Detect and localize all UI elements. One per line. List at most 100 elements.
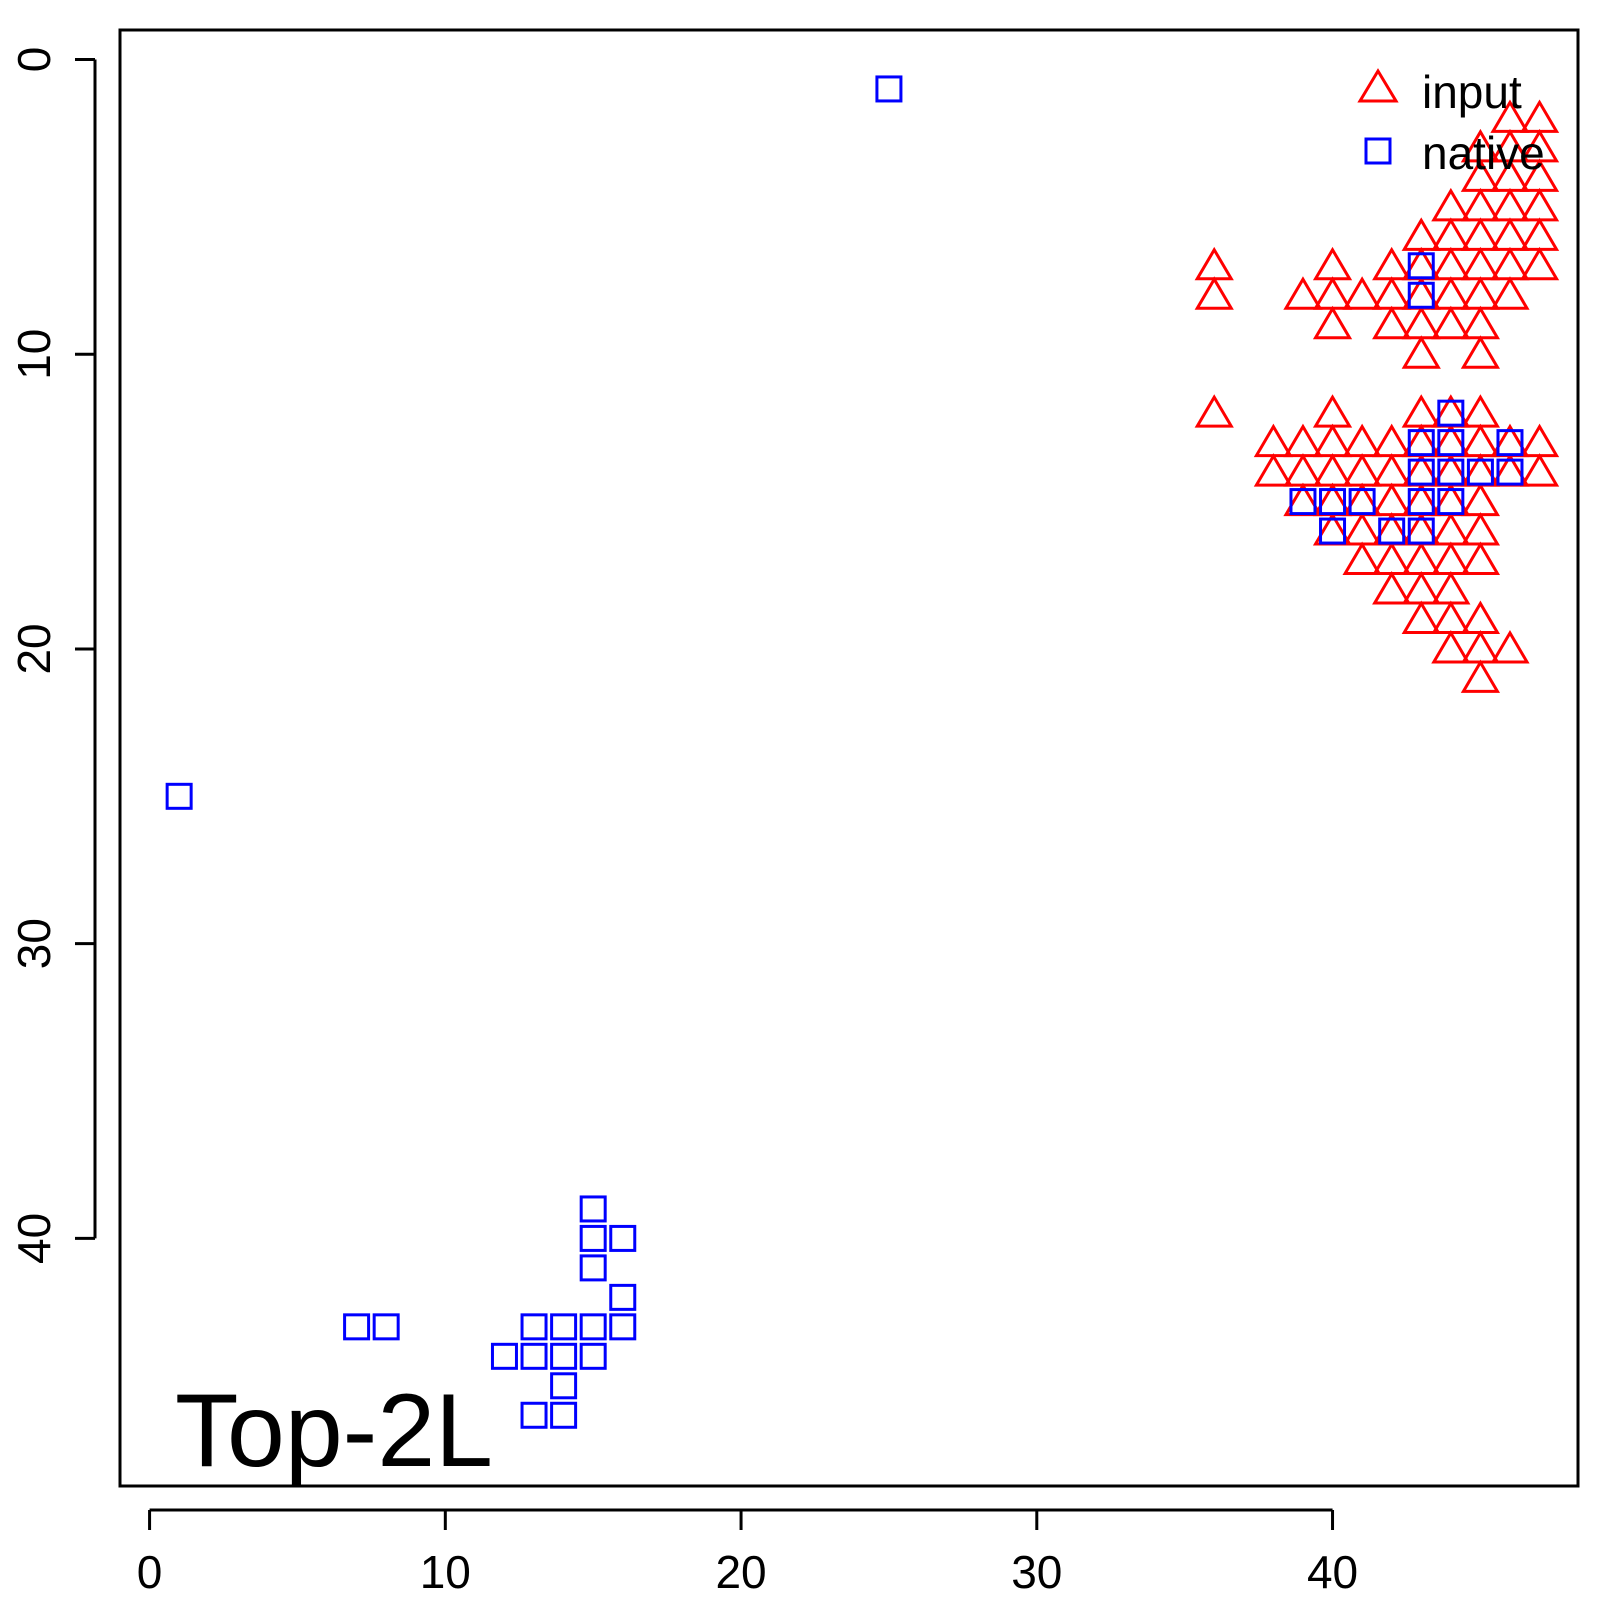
- point-input: [1490, 187, 1530, 222]
- point-input: [1312, 276, 1353, 310]
- point-native: [1348, 488, 1376, 516]
- point-input: [1401, 305, 1441, 340]
- point-native: [520, 1342, 548, 1370]
- point-input: [1401, 217, 1441, 251]
- x-tick-label: 10: [420, 1546, 471, 1598]
- point-input: [1460, 600, 1501, 634]
- point-native: [1407, 252, 1435, 280]
- point-native: [1437, 458, 1465, 486]
- point-input: [1460, 659, 1501, 693]
- point-native: [1437, 488, 1465, 516]
- point-input: [1431, 541, 1471, 576]
- point-native: [579, 1195, 607, 1223]
- point-native: [579, 1254, 607, 1282]
- point-input: [1342, 276, 1382, 310]
- plot-frame: [118, 28, 1580, 1488]
- point-input: [1372, 571, 1412, 605]
- point-native: [520, 1401, 548, 1429]
- legend-input-marker: [1357, 68, 1399, 103]
- point-input: [1460, 246, 1501, 281]
- point-input: [1372, 305, 1412, 340]
- y-tick-label: 10: [8, 329, 60, 380]
- point-native: [609, 1313, 637, 1341]
- point-input: [1460, 335, 1501, 369]
- point-input: [1253, 453, 1294, 487]
- point-native: [1437, 399, 1465, 427]
- point-input: [1312, 305, 1353, 340]
- y-tick-label: 40: [8, 1213, 60, 1264]
- point-input: [1283, 276, 1323, 310]
- point-native: [1496, 458, 1524, 486]
- point-input: [1312, 453, 1353, 487]
- series-native: [165, 75, 1524, 1429]
- point-input: [1253, 423, 1294, 458]
- x-tick-label: 30: [1011, 1546, 1062, 1598]
- point-input: [1372, 453, 1412, 487]
- point-input: [1519, 217, 1560, 251]
- point-native: [1407, 517, 1435, 545]
- point-input: [1401, 541, 1441, 576]
- point-native: [520, 1313, 548, 1341]
- point-native: [550, 1342, 578, 1370]
- point-native: [579, 1342, 607, 1370]
- point-input: [1460, 394, 1501, 428]
- point-input: [1460, 482, 1501, 517]
- point-input: [1490, 276, 1530, 310]
- point-native: [550, 1401, 578, 1429]
- point-native: [1466, 458, 1494, 486]
- point-input: [1431, 571, 1471, 605]
- point-input: [1342, 512, 1382, 546]
- point-native: [1319, 488, 1347, 516]
- point-input: [1431, 629, 1471, 664]
- point-input: [1460, 217, 1501, 251]
- point-input: [1490, 629, 1530, 664]
- point-input: [1460, 305, 1501, 340]
- point-input: [1312, 423, 1353, 458]
- point-native: [1407, 281, 1435, 309]
- point-input: [1401, 335, 1441, 369]
- point-input: [1283, 423, 1323, 458]
- point-input: [1431, 217, 1471, 251]
- legend-native-marker: [1364, 137, 1392, 165]
- point-input: [1194, 394, 1234, 428]
- point-native: [1319, 517, 1347, 545]
- point-input: [1460, 423, 1501, 458]
- point-input: [1460, 512, 1501, 546]
- point-native: [1289, 488, 1317, 516]
- data-points: [165, 75, 1560, 1429]
- point-native: [579, 1224, 607, 1252]
- point-input: [1372, 276, 1412, 310]
- point-native: [343, 1313, 371, 1341]
- x-tick-label: 40: [1307, 1546, 1358, 1598]
- point-input: [1431, 276, 1471, 310]
- point-native: [1407, 458, 1435, 486]
- legend-native-label: native: [1422, 127, 1545, 179]
- point-native: [1437, 429, 1465, 457]
- point-input: [1519, 246, 1560, 281]
- y-tick-label: 20: [8, 623, 60, 674]
- point-input: [1431, 246, 1471, 281]
- point-native: [1407, 488, 1435, 516]
- point-input: [1519, 453, 1560, 487]
- point-native: [579, 1313, 607, 1341]
- point-input: [1342, 423, 1382, 458]
- point-input: [1372, 246, 1412, 281]
- legend-input-label: input: [1422, 66, 1522, 118]
- point-input: [1431, 600, 1471, 634]
- point-native: [165, 782, 193, 810]
- x-tick-label: 20: [715, 1546, 766, 1598]
- point-input: [1431, 305, 1471, 340]
- point-native: [609, 1283, 637, 1311]
- point-input: [1431, 512, 1471, 546]
- point-input: [1460, 187, 1501, 222]
- y-tick-label: 30: [8, 918, 60, 969]
- point-input: [1342, 541, 1382, 576]
- point-input: [1519, 423, 1560, 458]
- point-input: [1342, 453, 1382, 487]
- x-axis: 0 10 20 30 40: [137, 1508, 1358, 1598]
- point-input: [1490, 217, 1530, 251]
- point-input: [1490, 246, 1530, 281]
- point-native: [550, 1313, 578, 1341]
- plot-annotation: Top-2L: [175, 1373, 493, 1489]
